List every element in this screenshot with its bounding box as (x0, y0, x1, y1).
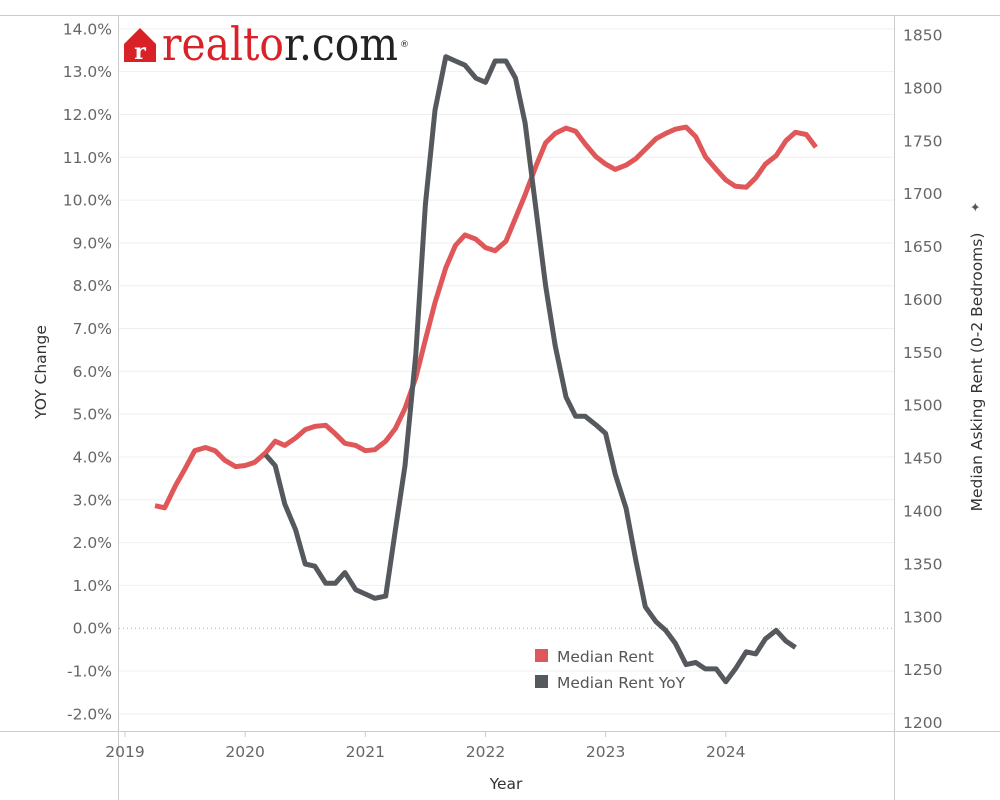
y-right-tick-labels: 1850 1800 1750 1700 1650 1600 1550 1500 1450 1400… (903, 27, 942, 732)
house-icon (124, 28, 156, 62)
logo-text-part: r.com (284, 17, 398, 71)
right-axis-pin-icon[interactable]: ✦ (969, 201, 984, 212)
legend-swatch-median-rent-yoy (535, 675, 548, 688)
y-right-tick-label: 1350 (903, 555, 942, 573)
y-left-tick-label: 9.0% (73, 234, 112, 252)
y-left-tick-label: 3.0% (73, 491, 112, 509)
y-left-tick-label: -2.0% (67, 705, 112, 723)
y-left-tick-label: 6.0% (73, 363, 112, 381)
y-left-tick-label: 8.0% (73, 277, 112, 295)
x-tick-label: 2023 (586, 743, 625, 761)
y-right-tick-label: 1800 (903, 79, 942, 97)
y-right-tick-label: 1200 (903, 714, 942, 732)
y-right-tick-label: 1250 (903, 661, 942, 679)
y-left-axis-title: YOY Change (32, 325, 50, 420)
series-line-median-rent-yoy (263, 54, 797, 685)
series-line-median-rent (154, 124, 818, 511)
y-left-tick-labels: 14.0% 13.0% 12.0% 11.0% 10.0% 9.0% 8.0% 7.0% 6.0… (63, 20, 112, 723)
y-right-tick-label: 1550 (903, 344, 942, 362)
legend-label-median-rent: Median Rent (557, 648, 654, 666)
legend: Median Rent Median Rent YoY (535, 648, 686, 692)
x-tick-labels: 2019 2020 2021 2022 2023 2024 (105, 731, 746, 761)
logo-text-part: realto (162, 17, 284, 71)
logo-text: realtor.com (162, 17, 398, 71)
y-right-tick-label: 1750 (903, 132, 942, 150)
y-left-tick-label: 0.0% (73, 620, 112, 638)
y-left-tick-label: 1.0% (73, 577, 112, 595)
legend-swatch-median-rent (535, 649, 548, 662)
logo-trademark: ® (400, 40, 409, 50)
grid-lines (119, 28, 894, 715)
y-right-tick-label: 1400 (903, 503, 942, 521)
y-left-tick-label: 4.0% (73, 448, 112, 466)
legend-label-median-rent-yoy: Median Rent YoY (557, 674, 686, 692)
x-axis-title: Year (489, 775, 523, 793)
chart-frame (0, 15, 1000, 800)
y-left-tick-label: 7.0% (73, 320, 112, 338)
logo-mark: r (134, 39, 146, 65)
y-right-tick-label: 1850 (903, 27, 942, 45)
y-left-tick-label: 5.0% (73, 406, 112, 424)
y-left-tick-label: 12.0% (63, 106, 112, 124)
x-tick-label: 2019 (105, 743, 144, 761)
x-tick-label: 2021 (346, 743, 385, 761)
series-lines (154, 54, 818, 685)
y-right-tick-label: 1700 (903, 185, 942, 203)
y-left-tick-label: 10.0% (63, 192, 112, 210)
x-tick-label: 2022 (466, 743, 505, 761)
y-right-tick-label: 1500 (903, 397, 942, 415)
y-right-axis-title: Median Asking Rent (0-2 Bedrooms) (968, 233, 986, 512)
y-left-tick-label: 13.0% (63, 63, 112, 81)
y-left-tick-label: -1.0% (67, 663, 112, 681)
x-tick-label: 2020 (225, 743, 264, 761)
y-right-tick-label: 1300 (903, 608, 942, 626)
y-right-tick-label: 1450 (903, 450, 942, 468)
realtor-logo: r realtor.com ® (124, 17, 409, 71)
y-left-tick-label: 2.0% (73, 534, 112, 552)
y-left-tick-label: 14.0% (63, 20, 112, 38)
y-right-tick-label: 1600 (903, 291, 942, 309)
y-right-tick-label: 1650 (903, 238, 942, 256)
x-tick-label: 2024 (706, 743, 745, 761)
y-left-tick-label: 11.0% (63, 149, 112, 167)
